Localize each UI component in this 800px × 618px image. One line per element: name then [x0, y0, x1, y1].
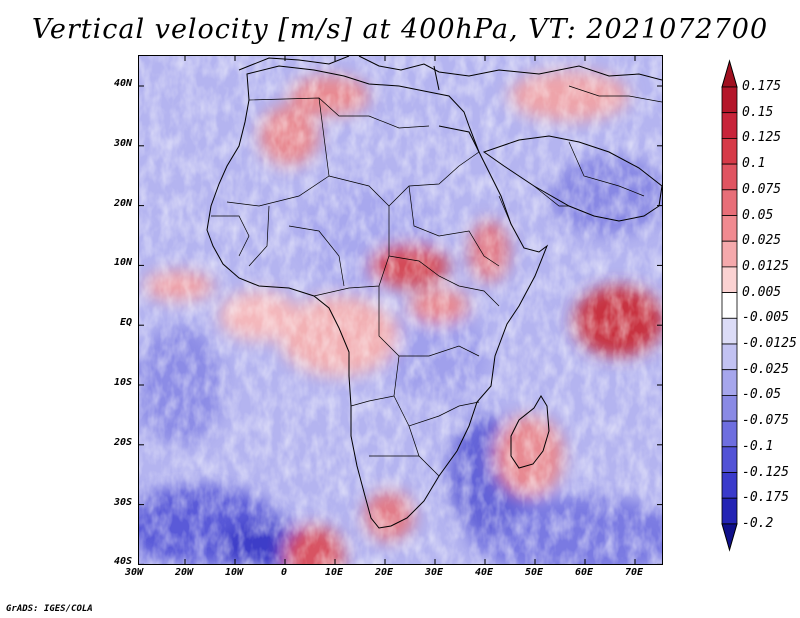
colorbar-label: -0.05: [742, 387, 782, 403]
credit-footer: GrADS: IGES/COLA: [6, 604, 93, 614]
lat-label: EQ: [119, 317, 132, 329]
lon-label: 30W: [124, 567, 144, 578]
colorbar-swatch: [721, 497, 738, 525]
colorbar-label: -0.075: [742, 413, 789, 429]
lon-label: 50E: [524, 567, 544, 578]
colorbar-label: 0.125: [742, 130, 782, 146]
colorbar-label: 0.1: [742, 156, 766, 172]
colorbar-swatch: [721, 240, 738, 268]
colorbar-swatch: [721, 446, 738, 473]
lat-label: 10S: [113, 377, 132, 388]
colorbar-swatch: [721, 266, 738, 293]
lat-label: 20N: [113, 197, 132, 209]
lat-label: 30N: [113, 137, 132, 149]
colorbar-swatch: [721, 112, 738, 139]
colorbar-swatch: [721, 472, 738, 499]
colorbar-swatch: [721, 394, 738, 422]
lon-label: 30E: [424, 567, 444, 578]
colorbar-swatch: [721, 137, 738, 165]
colorbar-top-arrow: [721, 59, 738, 88]
colorbar-label: -0.2: [742, 515, 774, 531]
colorbar-swatch: [721, 317, 738, 345]
colorbar-swatch: [721, 86, 738, 114]
lat-label: 20S: [113, 436, 132, 448]
lon-label: 20E: [374, 567, 394, 578]
colorbar-swatch: [721, 369, 738, 396]
colorbar-label: -0.025: [742, 361, 789, 377]
colorbar-label: 0.025: [742, 233, 782, 249]
colorbar-label: 0.175: [742, 79, 782, 94]
country-borders: [211, 85, 662, 477]
colorbar-label: -0.125: [742, 464, 789, 480]
colorbar-label: 0.15: [742, 104, 774, 120]
lon-label: 20W: [174, 567, 194, 578]
colorbar-swatch: [721, 420, 738, 448]
colorbar-label: 0.075: [742, 181, 782, 197]
colorbar-label: 0.0125: [742, 258, 789, 274]
lon-label: 40E: [474, 567, 494, 578]
lat-label: 30S: [113, 496, 132, 508]
colorbar-swatch: [721, 343, 738, 371]
lat-label: 40N: [113, 78, 132, 89]
colorbar-label: -0.175: [742, 490, 789, 506]
colorbar-swatch: [721, 215, 738, 242]
colorbar-swatch: [721, 292, 738, 319]
colorbar-bottom-arrow: [721, 523, 738, 552]
lon-label: 0: [280, 567, 288, 578]
colorbar-swatch: [721, 163, 738, 191]
lon-label: 10E: [324, 567, 344, 578]
colorbar-label: -0.005: [742, 310, 789, 326]
colorbar-label: 0.005: [742, 284, 782, 300]
map-panel[interactable]: [138, 55, 663, 565]
lon-label: 60E: [574, 567, 594, 578]
colorbar-label: -0.1: [742, 438, 774, 454]
colorbar-swatch: [721, 189, 738, 216]
lat-label: 40S: [113, 556, 132, 568]
colorbar-label: -0.0125: [742, 336, 797, 351]
velocity-field-map: [139, 56, 662, 564]
lon-label: 70E: [624, 567, 644, 578]
lat-label: 10N: [113, 257, 132, 269]
map-title: Vertical velocity [m/s] at 400hPa, VT: 2…: [31, 14, 769, 45]
lon-label: 10W: [224, 567, 244, 578]
axis-tick-marks: [139, 56, 662, 564]
colorbar-label: 0.05: [742, 207, 774, 223]
